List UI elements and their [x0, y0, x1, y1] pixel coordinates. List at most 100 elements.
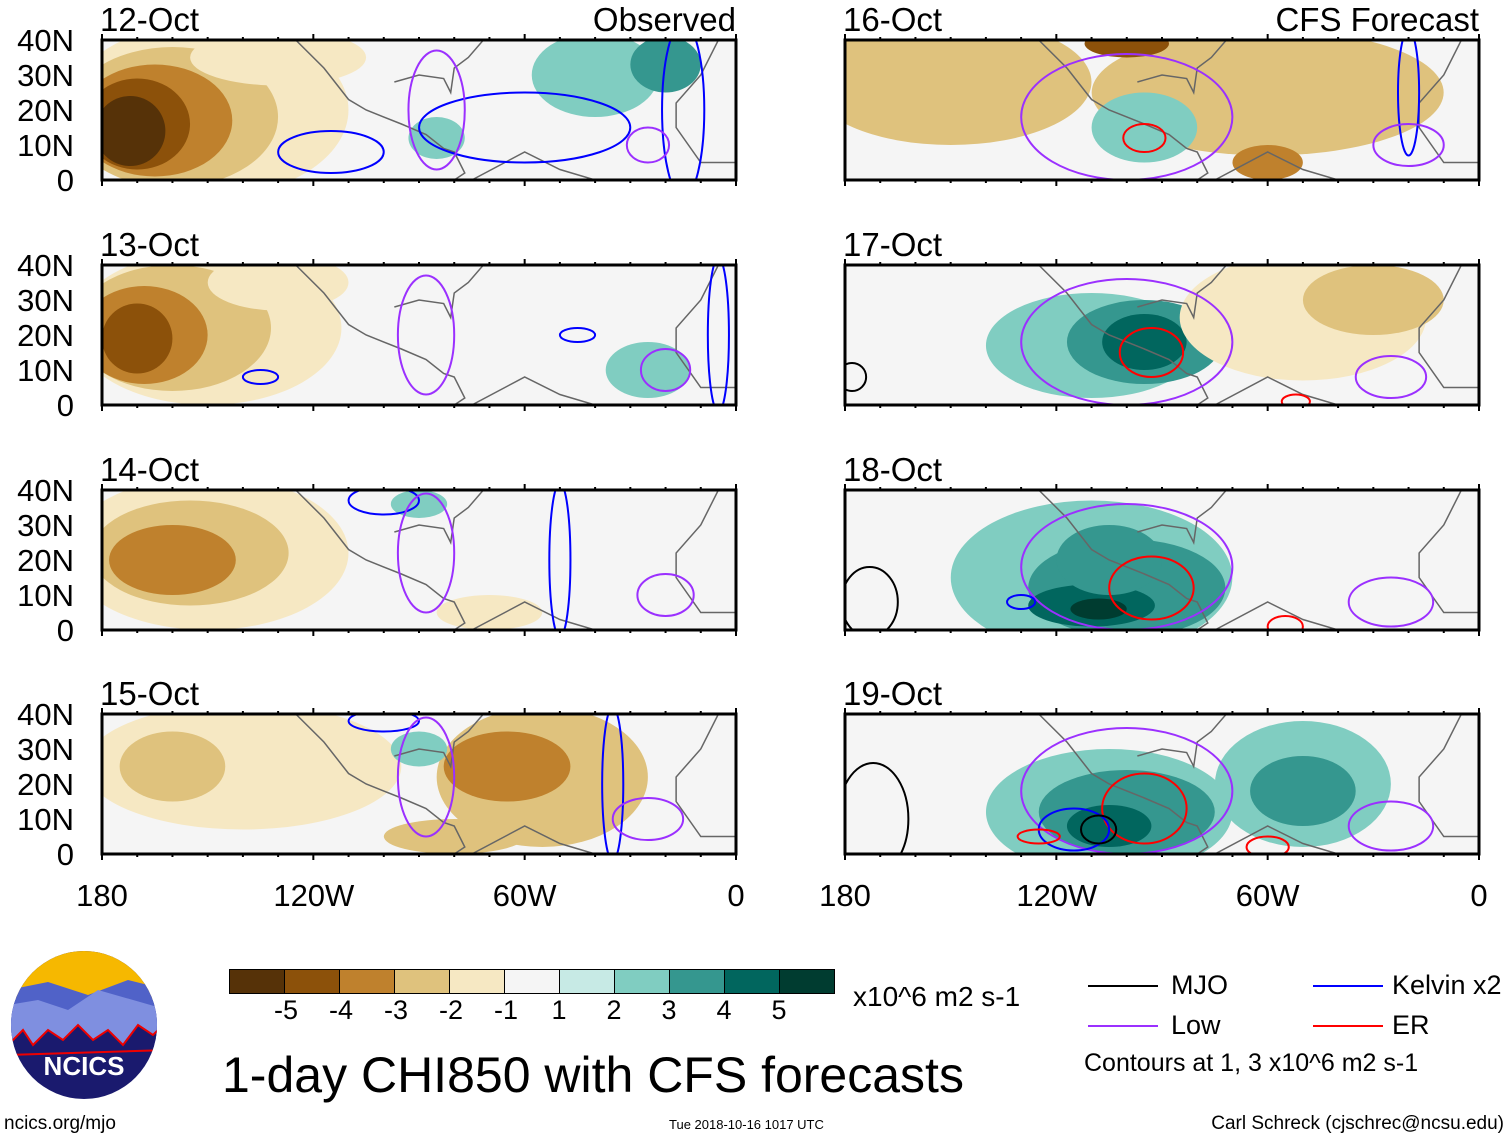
contour-line	[1354, 355, 1428, 399]
colorbar-tick-label: 1	[551, 995, 567, 1025]
colorbar-swatch	[285, 970, 340, 993]
contour-line	[845, 566, 899, 630]
colorbar-units: x10^6 m2 s-1	[853, 981, 1021, 1012]
colorbar-swatch	[395, 970, 450, 993]
lon-label: 180	[76, 878, 128, 913]
contour-line	[845, 762, 910, 854]
coastline	[471, 151, 596, 180]
lon-label: 180	[819, 878, 871, 913]
contour-line	[418, 91, 632, 164]
coastline	[394, 265, 485, 320]
coastline	[471, 825, 596, 854]
colorbar-swatch	[340, 970, 395, 993]
coastline	[295, 490, 466, 630]
panel-date: 12-Oct	[100, 1, 200, 38]
coastline	[295, 714, 466, 854]
shading-region	[1091, 92, 1198, 163]
map-panel	[100, 34, 738, 186]
coastline	[1214, 151, 1339, 180]
contour-line	[1347, 576, 1435, 628]
coastline	[675, 265, 736, 389]
colorbar-tick-label: -4	[329, 995, 354, 1025]
coastline	[1038, 490, 1209, 630]
colorbar-tick-label: -3	[384, 995, 409, 1025]
contour-line	[396, 492, 456, 614]
footer-timestamp: Tue 2018-10-16 1017 UTC	[669, 1117, 824, 1132]
coastline	[1418, 714, 1479, 838]
contour-line	[1020, 727, 1234, 854]
contour-line	[548, 490, 572, 630]
coastline	[675, 40, 736, 164]
lat-label: 30N	[17, 283, 74, 318]
shading-region	[102, 303, 173, 374]
contour-line	[277, 130, 385, 174]
shading-region	[190, 40, 367, 86]
contour-line	[1016, 828, 1061, 845]
colorbar-tick-label: -2	[439, 995, 464, 1025]
shading-region	[119, 731, 226, 802]
coastline	[1038, 265, 1209, 405]
colorbar-swatch	[560, 970, 615, 993]
coastline	[1214, 376, 1339, 405]
colorbar-tick-label: -1	[494, 995, 519, 1025]
lat-label: 20N	[17, 93, 74, 128]
colorbar-tick-label: 5	[771, 995, 787, 1025]
lat-label: 20N	[17, 318, 74, 353]
contour-line	[845, 362, 868, 392]
colorbar-swatch	[670, 970, 725, 993]
contour-line	[1280, 393, 1311, 405]
contour-line	[1122, 123, 1167, 153]
shading-region	[443, 731, 571, 802]
panel-tag: CFS Forecast	[1275, 1, 1479, 38]
contour-line	[1006, 594, 1037, 610]
colorbar-swatch	[615, 970, 670, 993]
contour-line	[611, 797, 685, 841]
lat-label: 0	[56, 388, 74, 423]
logo-text: NCICS	[44, 1051, 125, 1081]
contour-line	[1396, 40, 1421, 157]
shading-region	[1084, 40, 1170, 58]
lat-label: 40N	[17, 248, 74, 283]
map-panel	[843, 259, 1481, 411]
ncics-logo: NCICS	[11, 951, 157, 1099]
lat-label: 40N	[17, 697, 74, 732]
panel-date: 18-Oct	[843, 451, 943, 488]
lat-label: 30N	[17, 732, 74, 767]
contour-line	[241, 369, 280, 385]
lat-label: 20N	[17, 767, 74, 802]
contour-line	[1101, 772, 1188, 845]
legend-label-low: Low	[1171, 1010, 1221, 1040]
shading-region	[109, 525, 236, 595]
panel-date: 14-Oct	[100, 451, 200, 488]
coastline	[1418, 490, 1479, 614]
lat-label: 40N	[17, 473, 74, 508]
colorbar-swatch	[725, 970, 780, 993]
shading-region	[102, 96, 166, 166]
footer-url[interactable]: ncics.org/mjo	[4, 1113, 116, 1134]
coastline	[471, 376, 596, 405]
colorbar-tick-label: 4	[716, 995, 732, 1025]
panel-tag: Observed	[592, 1, 736, 38]
lat-label: 10N	[17, 128, 74, 163]
colorbar-swatch	[505, 970, 560, 993]
legend-label-er: ER	[1392, 1010, 1430, 1040]
coastline	[295, 40, 466, 180]
map-panel	[843, 484, 1481, 636]
colorbar-tick-label: 2	[606, 995, 622, 1025]
legend-line-er	[1313, 1025, 1383, 1027]
coastline	[394, 714, 485, 769]
coastline	[1214, 825, 1339, 854]
contour-line	[1266, 615, 1304, 630]
lat-label: 0	[56, 163, 74, 198]
contour-line	[639, 348, 692, 392]
contour-line	[1347, 800, 1435, 852]
lon-label: 120W	[1016, 878, 1098, 913]
contour-line	[1020, 278, 1234, 405]
contour-line	[661, 40, 706, 180]
shading-region	[1102, 314, 1187, 370]
panel-date: 16-Oct	[843, 1, 943, 38]
lat-label: 10N	[17, 802, 74, 837]
coastline	[295, 265, 466, 405]
contour-note: Contours at 1, 3 x10^6 m2 s-1	[1084, 1049, 1419, 1077]
shading-region	[1250, 756, 1356, 826]
